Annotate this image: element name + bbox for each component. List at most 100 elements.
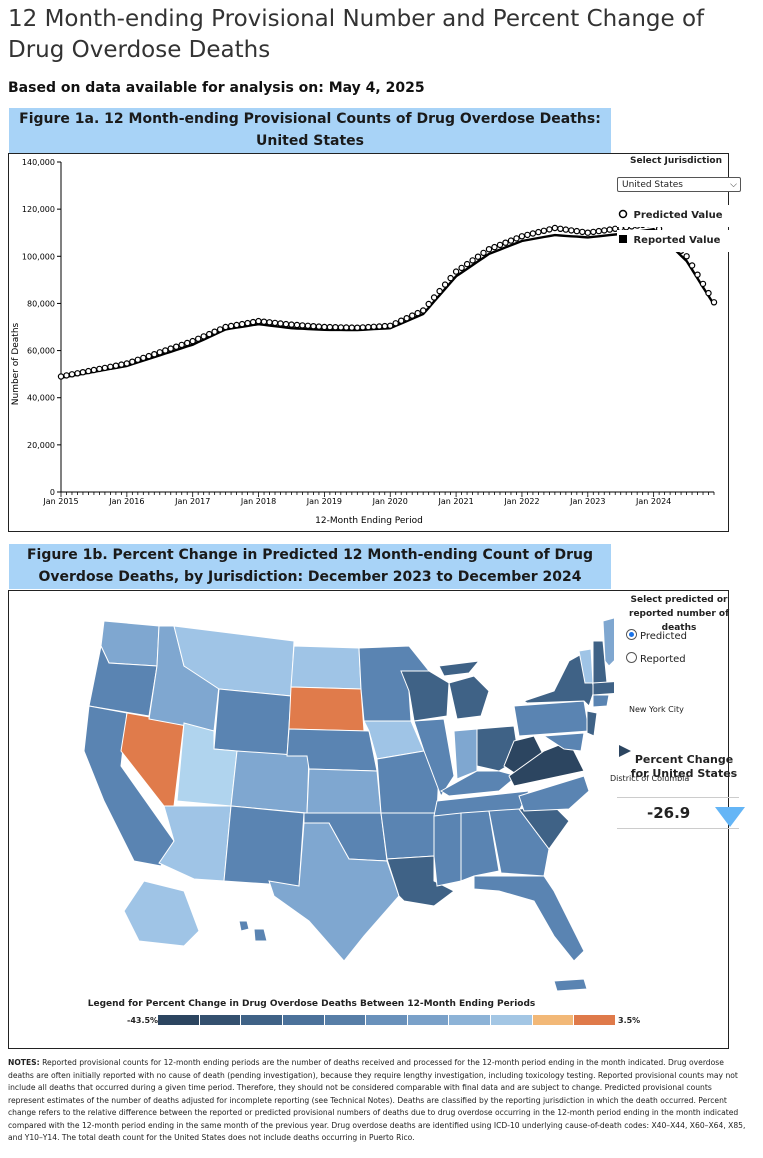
y-tick-label: 40,000 xyxy=(27,394,55,403)
state-new-mexico[interactable] xyxy=(223,805,305,887)
predicted-point xyxy=(277,320,284,327)
legend-max: 3.5% xyxy=(618,1016,641,1025)
y-tick-label: 100,000 xyxy=(22,252,55,261)
legend-title: Legend for Percent Change in Drug Overdo… xyxy=(87,999,536,1009)
predicted-point xyxy=(518,233,526,240)
predicted-point xyxy=(540,227,548,235)
predicted-point xyxy=(244,319,251,327)
predicted-point xyxy=(430,294,438,301)
territory-puerto-rico[interactable] xyxy=(553,978,588,991)
percent-change-box: -26.9 xyxy=(617,797,745,829)
predicted-point xyxy=(480,249,487,257)
radio-reported[interactable]: Reported xyxy=(626,652,686,665)
state-wyoming[interactable] xyxy=(213,688,292,757)
state-missouri[interactable] xyxy=(376,750,440,814)
predicted-point xyxy=(436,287,443,295)
state-maine[interactable] xyxy=(602,616,614,667)
predicted-point xyxy=(491,243,498,251)
figure-1a-heading: Figure 1a. 12 Month-ending Provisional C… xyxy=(9,108,611,153)
predicted-point xyxy=(74,370,81,377)
dc-label: District of Columbia xyxy=(610,774,690,783)
predicted-point xyxy=(485,245,493,253)
predicted-point xyxy=(118,361,125,368)
predicted-point xyxy=(447,274,454,282)
figure-1a-panel: 0 20,000 40,000 60,000 80,000 100,000 120,000 1… xyxy=(8,153,741,532)
predicted-point xyxy=(145,352,152,360)
radio-reported-button[interactable] xyxy=(626,652,637,663)
predicted-point xyxy=(420,307,427,314)
state-mississippi[interactable] xyxy=(433,812,462,887)
state-new-jersey[interactable] xyxy=(586,710,598,737)
us-choropleth-map xyxy=(83,616,614,991)
state-north-dakota[interactable] xyxy=(290,645,362,690)
x-tick-label: Jan 2017 xyxy=(174,497,210,506)
state-south-dakota[interactable] xyxy=(288,686,365,732)
state-illinois[interactable] xyxy=(413,718,455,798)
state-pennsylvania[interactable] xyxy=(513,700,590,737)
predicted-point xyxy=(233,321,240,329)
y-tick-label: 80,000 xyxy=(27,299,55,308)
predicted-point xyxy=(359,324,366,331)
radio-reported-label: Reported xyxy=(640,654,686,665)
legend-swatch xyxy=(532,1015,575,1025)
predicted-point xyxy=(101,364,109,372)
predicted-point xyxy=(387,322,394,329)
predicted-point xyxy=(513,235,520,242)
radio-predicted-label: Predicted xyxy=(640,631,687,642)
predicted-point xyxy=(579,228,586,236)
state-hawaii[interactable] xyxy=(238,920,268,942)
predicted-point xyxy=(189,337,196,345)
predicted-point xyxy=(151,350,158,358)
x-tick-label: Jan 2016 xyxy=(108,497,144,506)
state-indiana[interactable] xyxy=(453,728,478,780)
state-georgia[interactable] xyxy=(488,808,550,877)
dc-marker-icon[interactable] xyxy=(617,743,633,759)
jurisdiction-select[interactable]: United States ⌵ xyxy=(617,177,741,192)
predicted-point xyxy=(469,257,476,264)
state-connecticut[interactable] xyxy=(592,694,610,708)
x-tick-label: Jan 2020 xyxy=(372,497,408,506)
radio-predicted[interactable]: Predicted xyxy=(626,629,687,642)
legend-swatch xyxy=(449,1015,492,1025)
state-minnesota[interactable] xyxy=(358,645,430,722)
radio-predicted-button[interactable] xyxy=(626,629,637,640)
state-michigan[interactable] xyxy=(438,660,490,720)
predicted-point xyxy=(112,362,120,369)
predicted-point xyxy=(107,363,114,370)
state-alabama[interactable] xyxy=(460,810,500,882)
legend-reported: Reported Value xyxy=(617,230,731,252)
predicted-point xyxy=(425,300,432,308)
state-virginia[interactable] xyxy=(508,740,585,787)
state-north-carolina[interactable] xyxy=(518,775,590,812)
x-tick-label: Jan 2015 xyxy=(42,497,78,506)
predicted-point xyxy=(392,320,399,327)
predicted-point xyxy=(524,231,531,239)
y-tick-label: 120,000 xyxy=(22,205,55,214)
state-alaska[interactable] xyxy=(123,880,200,947)
predicted-point xyxy=(568,227,575,234)
predicted-point xyxy=(222,323,229,331)
predicted-point xyxy=(601,227,608,234)
legend-swatch xyxy=(366,1015,408,1025)
state-colorado[interactable] xyxy=(230,750,310,814)
state-arkansas[interactable] xyxy=(380,812,438,860)
state-texas[interactable] xyxy=(268,822,400,962)
predicted-point xyxy=(85,367,92,375)
state-maryland[interactable] xyxy=(542,732,585,752)
state-kansas[interactable] xyxy=(306,768,382,814)
predicted-point xyxy=(403,314,410,322)
state-massachusetts[interactable] xyxy=(592,681,614,696)
predicted-point xyxy=(688,262,696,269)
predicted-point xyxy=(590,228,597,236)
predicted-point xyxy=(463,260,471,268)
predicted-point xyxy=(249,318,257,326)
predicted-point xyxy=(293,321,301,329)
predicted-point xyxy=(370,323,377,330)
predicted-point xyxy=(496,241,504,249)
legend-swatch xyxy=(324,1015,367,1025)
state-wisconsin[interactable] xyxy=(400,670,450,722)
predicted-point xyxy=(216,326,224,333)
state-washington[interactable] xyxy=(100,620,160,667)
predicted-point xyxy=(683,253,690,260)
state-florida[interactable] xyxy=(473,875,585,962)
